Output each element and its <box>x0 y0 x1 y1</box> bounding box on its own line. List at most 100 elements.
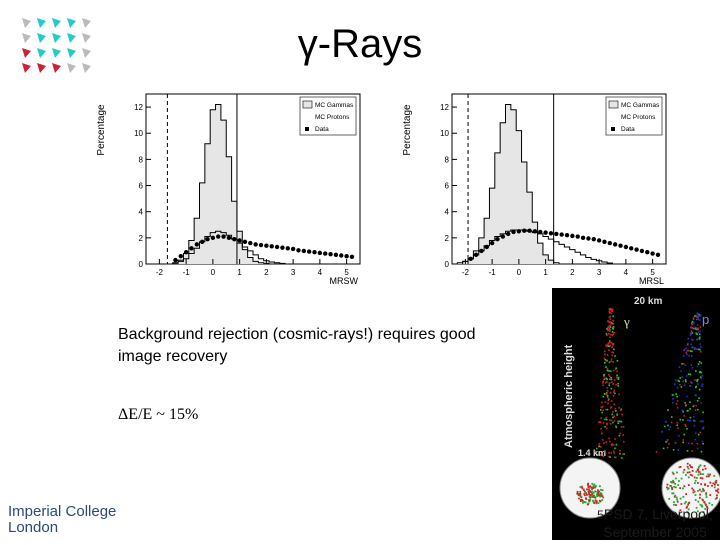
shower-particle <box>616 360 619 362</box>
shower-particle <box>615 426 618 428</box>
shower-particle <box>613 403 615 406</box>
x-tick-label: 2 <box>264 268 269 277</box>
camera-pixel <box>585 498 588 500</box>
data-point <box>623 244 629 250</box>
series-mc-gammas <box>172 103 270 264</box>
shower-particle <box>683 433 686 436</box>
data-point <box>323 251 328 256</box>
shower-particle <box>606 423 608 426</box>
shower-particle <box>612 319 615 322</box>
shower-ylabel: Atmospheric height <box>563 344 575 448</box>
logo-tile-icon <box>52 48 61 58</box>
camera-pixel <box>589 498 592 501</box>
x-tick-label: -2 <box>462 268 470 277</box>
y-tick-label: 12 <box>440 103 449 112</box>
y-axis-label: Percentage <box>96 104 107 156</box>
camera-pixel <box>698 488 701 491</box>
shower-particle <box>676 400 679 402</box>
camera-pixel <box>597 489 599 492</box>
shower-particle <box>690 355 693 357</box>
shower-particle <box>693 327 695 330</box>
shower-particle <box>612 315 614 318</box>
shower-particle <box>615 367 618 370</box>
x-tick-label: 3 <box>291 268 296 277</box>
shower-particle <box>616 413 618 415</box>
series-mc-protons <box>172 230 286 264</box>
logo-tile-icon <box>22 48 31 58</box>
shower-particle <box>610 400 613 402</box>
camera-pixel <box>689 473 692 476</box>
camera-pixel <box>577 494 580 497</box>
camera-pixel <box>599 500 602 503</box>
legend-entry: Data <box>621 126 635 133</box>
shower-particle <box>685 351 688 354</box>
shower-particle <box>682 441 684 444</box>
shower-particle <box>616 370 618 373</box>
shower-particle <box>698 388 701 391</box>
logo-tile-icon <box>67 18 76 28</box>
shower-particle <box>608 419 611 421</box>
logo-tile-icon <box>52 18 61 28</box>
shower-particle <box>696 399 699 402</box>
shower-particle <box>605 366 607 368</box>
camera-pixel <box>713 475 716 477</box>
shower-particle <box>611 443 614 445</box>
shower-particle <box>671 394 674 396</box>
shower-particle <box>692 318 695 321</box>
slide-number: 5 <box>597 508 604 522</box>
camera-pixel <box>693 476 696 479</box>
legend-swatch-data <box>611 127 615 131</box>
camera-pixel <box>602 496 605 499</box>
shower-particle <box>666 440 668 442</box>
data-point <box>221 234 226 239</box>
camera-pixel <box>697 489 699 492</box>
shower-particle <box>608 437 610 440</box>
camera-pixel <box>704 508 707 510</box>
shower-particle <box>610 451 613 454</box>
shower-particle <box>612 333 615 336</box>
camera-pixel <box>597 502 600 504</box>
legend-swatch-mc-protons <box>303 113 312 120</box>
camera-pixel <box>703 501 706 504</box>
shower-particle <box>698 348 701 351</box>
camera-pixel <box>601 489 604 492</box>
camera-pixel <box>705 493 708 496</box>
shower-height-label: 20 km <box>634 296 662 307</box>
shower-particle <box>606 387 609 389</box>
camera-pixel <box>707 473 710 476</box>
shower-particle <box>682 439 684 441</box>
shower-particle <box>695 404 697 407</box>
camera-pixel <box>593 502 596 504</box>
camera-pixel <box>692 489 695 491</box>
shower-particle <box>608 316 611 319</box>
data-point <box>242 239 248 244</box>
shower-particle <box>621 413 623 416</box>
logo-line2: London <box>8 519 59 536</box>
logo-tile-icon <box>37 18 46 28</box>
camera-pixel <box>695 506 698 509</box>
shower-particle <box>612 421 614 424</box>
camera-pixel <box>671 486 673 489</box>
y-tick-label: 8 <box>445 155 450 164</box>
shower-particle <box>655 451 658 453</box>
shower-particle <box>605 381 607 384</box>
shower-particle <box>685 347 688 350</box>
data-point <box>538 229 543 235</box>
camera-pixel <box>596 492 599 495</box>
energy-resolution-text: ΔE/E ~ 15% <box>118 406 199 423</box>
camera-pixel <box>704 483 706 486</box>
shower-particle <box>692 317 695 319</box>
shower-particle <box>692 405 695 408</box>
shower-particle <box>694 315 696 318</box>
data-point <box>216 234 221 239</box>
shower-particle <box>608 382 611 385</box>
shower-particle <box>697 317 700 319</box>
camera-pixel <box>672 481 675 484</box>
shower-particle <box>686 343 689 346</box>
x-axis-label: MRSL <box>639 276 664 284</box>
camera-pixel <box>584 492 587 494</box>
shower-particle <box>607 345 610 348</box>
shower-particle <box>696 380 698 383</box>
camera-pixel <box>597 492 600 495</box>
data-point <box>570 233 575 239</box>
